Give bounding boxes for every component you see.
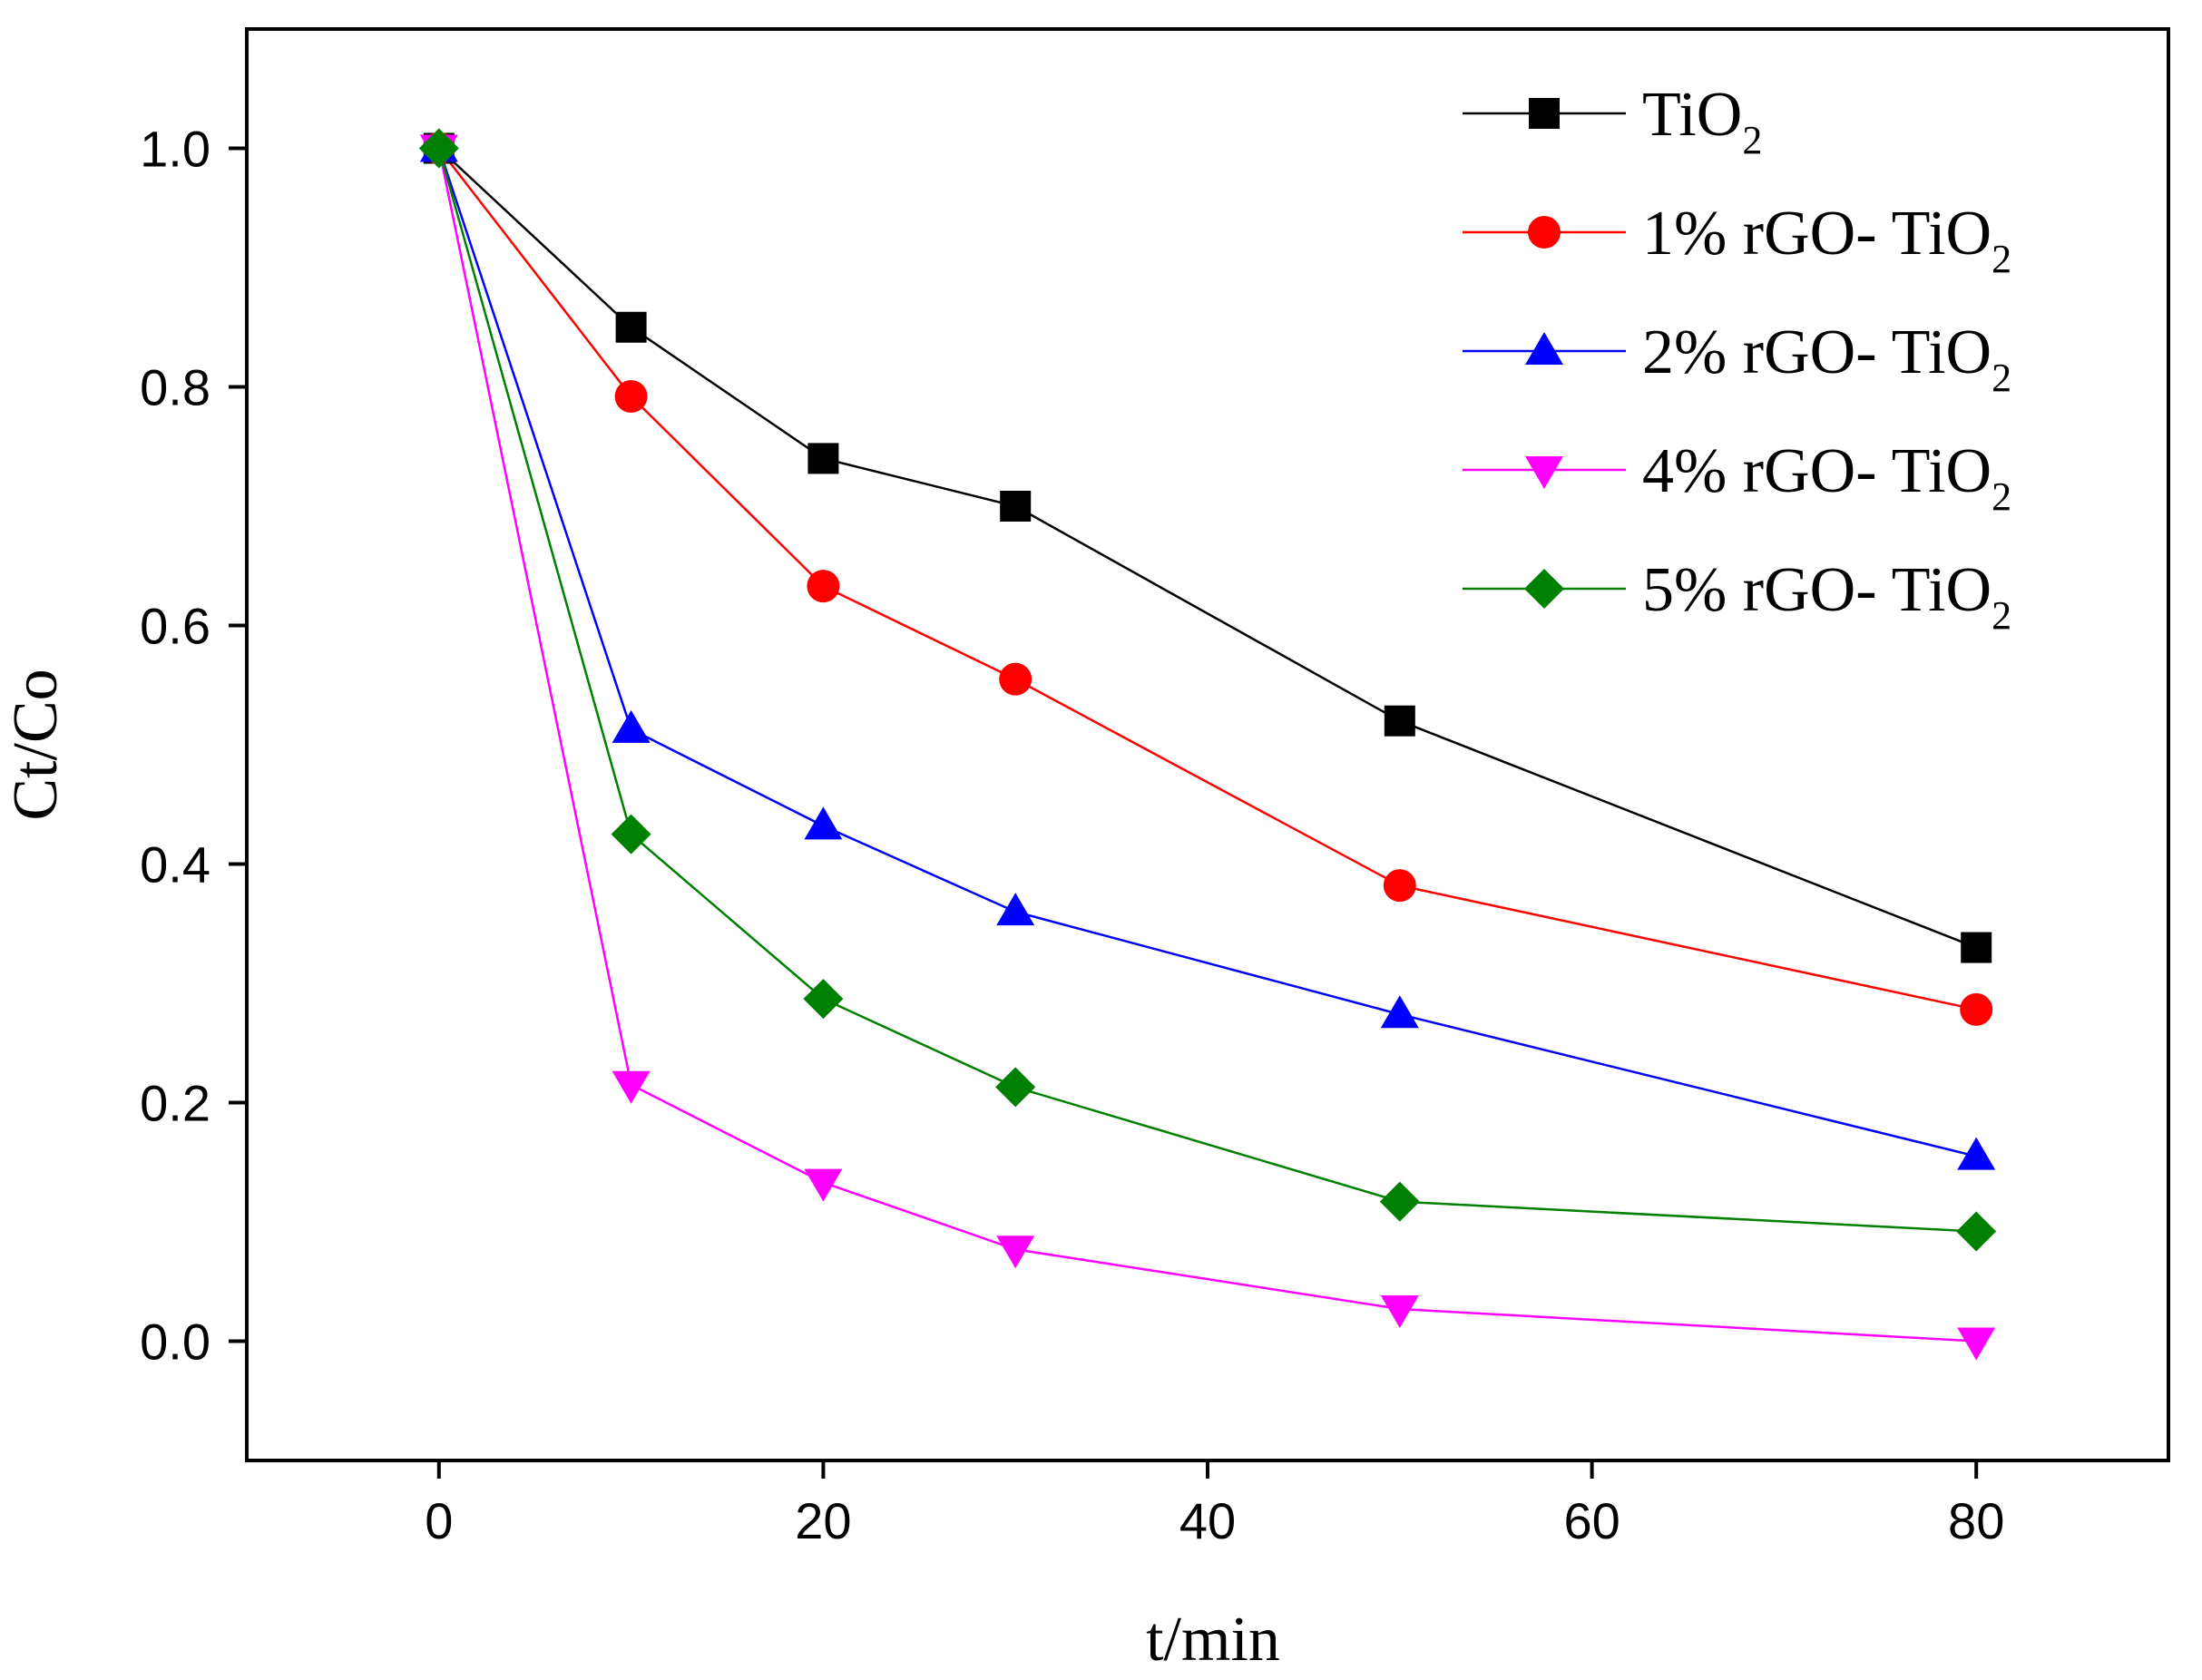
- legend-label-main: 4% rGO- TiO: [1642, 436, 1992, 506]
- legend-label: 4% rGO- TiO2: [1642, 436, 2011, 519]
- data-point: [807, 443, 839, 474]
- legend-marker: [1525, 332, 1563, 365]
- data-point: [803, 979, 844, 1020]
- legend-marker: [1525, 456, 1563, 489]
- series-markers: [418, 128, 1997, 1361]
- data-point: [612, 709, 651, 743]
- y-tick-label: 0.8: [140, 359, 210, 416]
- y-axis: 0.0 0.2 0.4 0.6 0.8 1.0: [140, 121, 247, 1371]
- y-tick-label: 0.6: [140, 598, 210, 655]
- y-tick-label: 1.0: [140, 121, 210, 178]
- legend-marker: [1529, 98, 1560, 129]
- data-point: [1956, 1211, 1997, 1252]
- data-point: [999, 662, 1032, 696]
- data-point: [418, 128, 459, 169]
- legend-label-subscript: 2: [1992, 593, 2011, 638]
- data-point: [995, 1067, 1036, 1108]
- series-line-1: [437, 147, 1977, 949]
- x-tick-label: 20: [795, 1492, 851, 1549]
- legend-item: 1% rGO- TiO2: [1463, 199, 2011, 281]
- legend-marker: [1524, 569, 1564, 609]
- legend-label-subscript: 2: [1992, 237, 2011, 281]
- data-point: [614, 380, 648, 414]
- data-point: [1380, 995, 1419, 1029]
- legend-item: 5% rGO- TiO2: [1463, 555, 2011, 638]
- x-axis-title: t/min: [1146, 1605, 1280, 1675]
- series-lines: [437, 147, 1977, 1343]
- legend-item: 4% rGO- TiO2: [1463, 436, 2011, 519]
- data-point: [1383, 869, 1416, 903]
- legend-label: 5% rGO- TiO2: [1642, 555, 2011, 638]
- y-tick-label: 0.4: [140, 836, 210, 894]
- series-line-5: [437, 148, 1977, 1233]
- series-line-2: [437, 147, 1977, 1011]
- series-line-3: [437, 148, 1977, 1157]
- legend-label-main: TiO: [1642, 80, 1742, 150]
- legend-label: TiO2: [1642, 80, 1762, 162]
- data-point: [615, 311, 647, 343]
- data-point: [804, 1168, 843, 1202]
- legend-label: 2% rGO- TiO2: [1642, 317, 2011, 400]
- data-point: [1960, 992, 1993, 1026]
- legend-label-main: 5% rGO- TiO: [1642, 555, 1992, 625]
- data-point: [611, 814, 651, 855]
- legend-label-subscript: 2: [1742, 118, 1762, 162]
- data-point: [1379, 1181, 1420, 1222]
- legend-item: 2% rGO- TiO2: [1463, 317, 2011, 400]
- legend-label-subscript: 2: [1992, 474, 2011, 519]
- legend-item: TiO2: [1463, 80, 1762, 162]
- y-axis-title: Ct/Co: [1, 669, 71, 820]
- data-point: [1957, 1137, 1996, 1170]
- data-point: [996, 893, 1035, 926]
- data-point: [996, 1236, 1035, 1269]
- x-tick-label: 40: [1179, 1492, 1236, 1549]
- y-tick-label: 0.0: [140, 1314, 210, 1371]
- data-point: [1957, 1327, 1996, 1361]
- legend-marker: [1528, 216, 1561, 249]
- data-point: [612, 1070, 651, 1104]
- x-axis: 0 20 40 60 80: [425, 1460, 2004, 1549]
- x-tick-label: 60: [1563, 1492, 1620, 1549]
- x-tick-label: 80: [1948, 1492, 2004, 1549]
- data-point: [804, 806, 843, 840]
- data-point: [807, 570, 840, 603]
- x-tick-label: 0: [425, 1492, 453, 1549]
- legend-label-main: 1% rGO- TiO: [1642, 199, 1992, 269]
- data-point: [1000, 491, 1032, 522]
- data-point: [1384, 705, 1415, 737]
- data-point: [1380, 1294, 1419, 1328]
- series-line-4: [437, 148, 1977, 1343]
- data-point: [1961, 932, 1992, 963]
- legend-label-subscript: 2: [1992, 356, 2011, 400]
- legend-label-main: 2% rGO- TiO: [1642, 317, 1992, 387]
- legend-label: 1% rGO- TiO2: [1642, 199, 2011, 281]
- y-tick-label: 0.2: [140, 1075, 210, 1132]
